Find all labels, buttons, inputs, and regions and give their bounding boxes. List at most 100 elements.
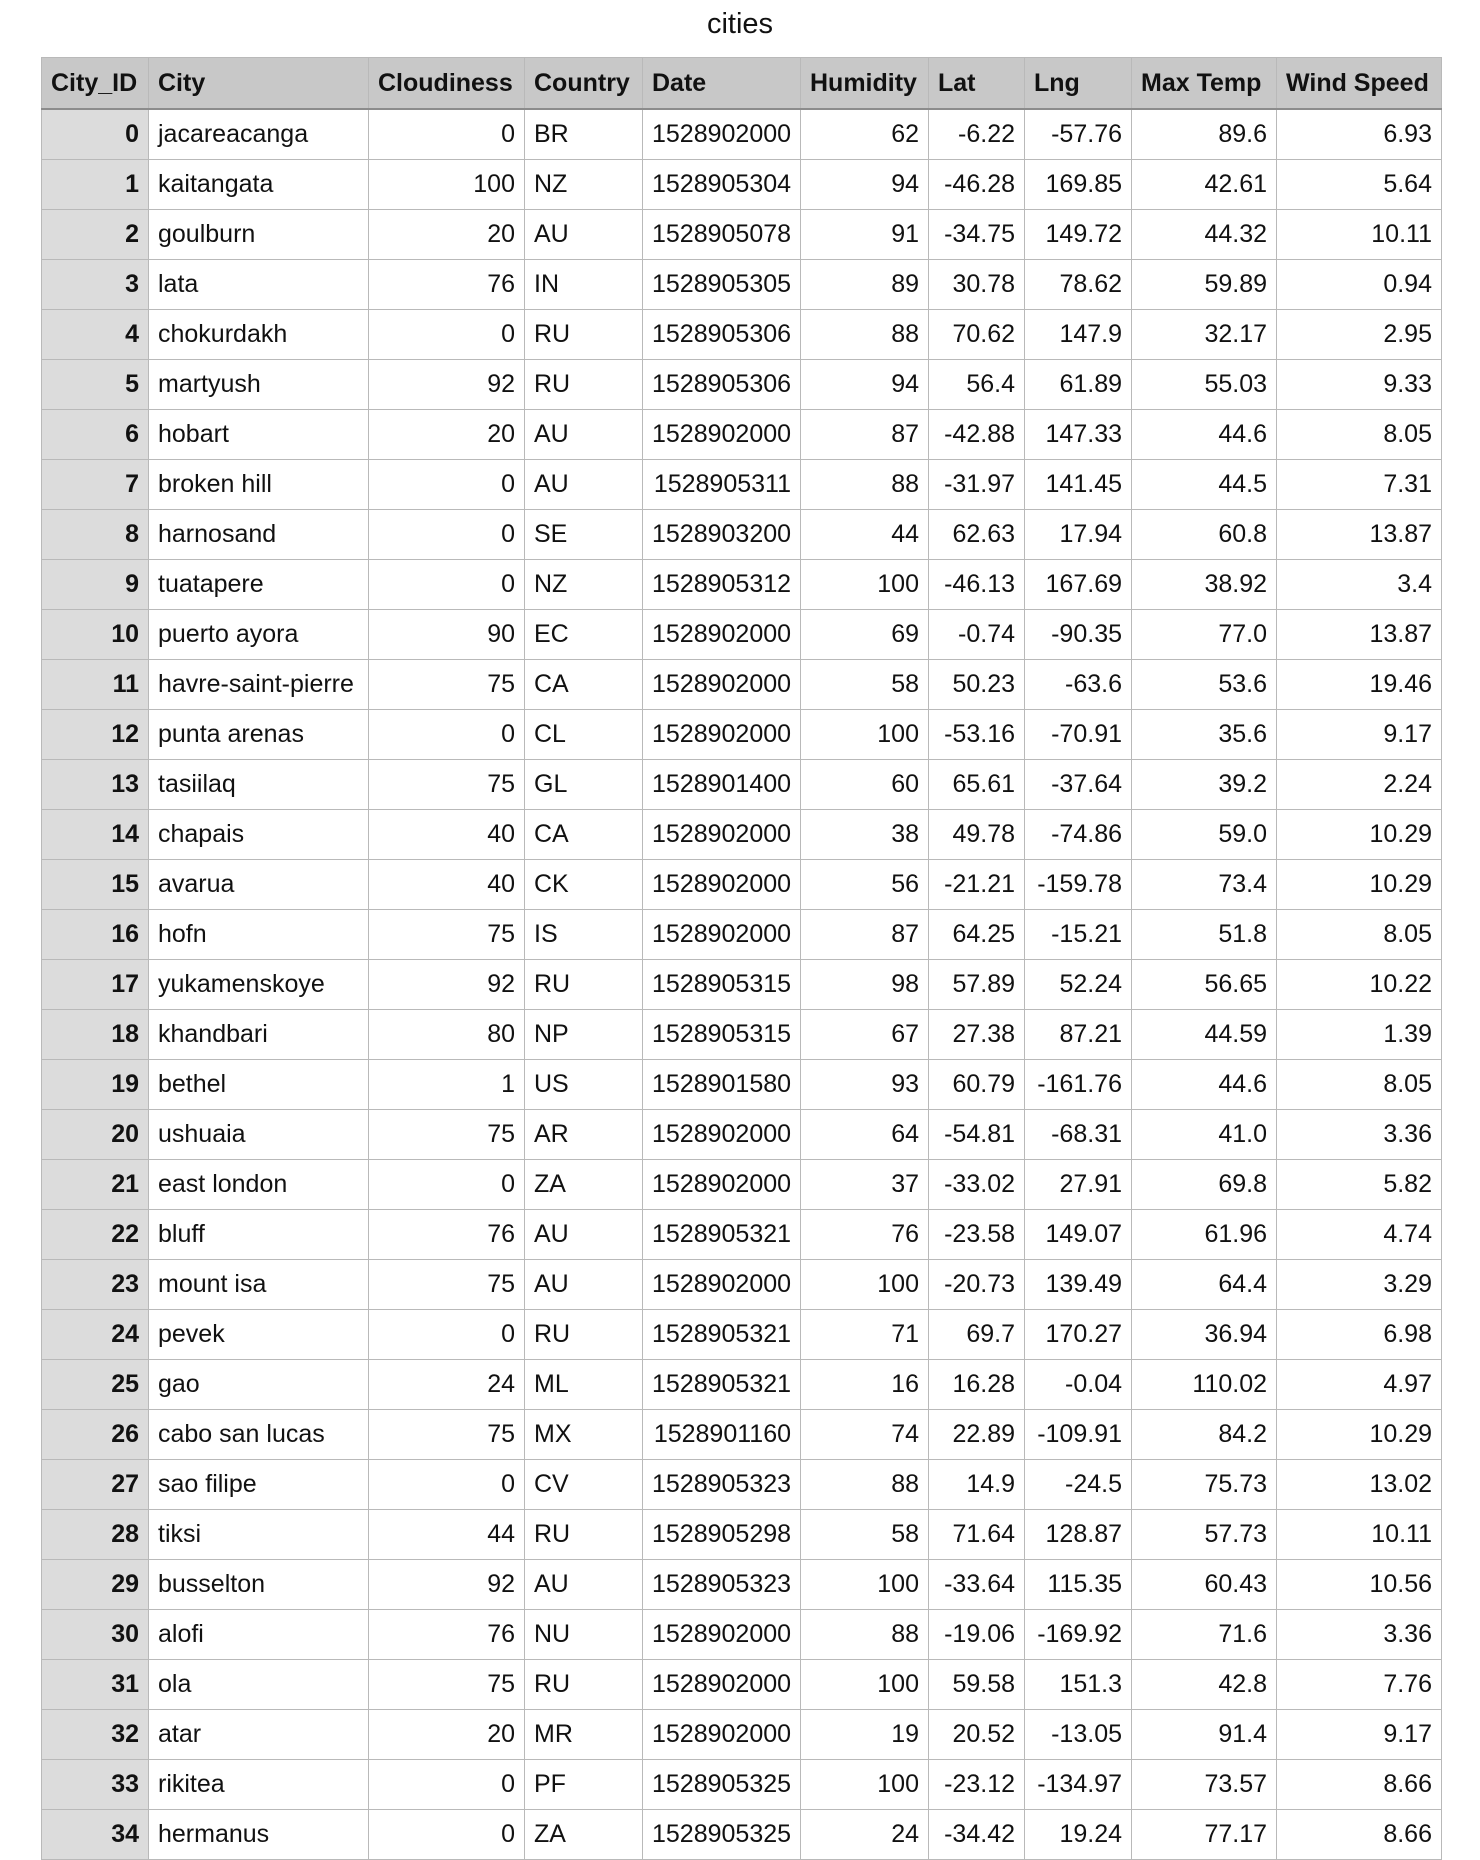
row-index-cell[interactable]: 12	[41, 709, 149, 760]
wind-speed-cell[interactable]: 8.05	[1276, 1059, 1442, 1110]
wind-speed-cell[interactable]: 13.87	[1276, 509, 1442, 560]
table-row[interactable]: 24 pevek 0 RU 1528905321 71 69.7 170.27 36.94 6.9…	[41, 1309, 1442, 1360]
date-cell[interactable]: 1528902000	[642, 409, 801, 460]
date-cell[interactable]: 1528905315	[642, 1009, 801, 1060]
wind-speed-cell[interactable]: 3.29	[1276, 1259, 1442, 1310]
table-row[interactable]: 14 chapais 40 CA 1528902000 38 49.78 -74.86 59.0…	[41, 809, 1442, 860]
wind-speed-cell[interactable]: 10.22	[1276, 959, 1442, 1010]
city-cell[interactable]: harnosand	[148, 509, 369, 560]
max-temp-cell[interactable]: 110.02	[1131, 1359, 1277, 1410]
row-index-cell[interactable]: 4	[41, 309, 149, 360]
row-index-cell[interactable]: 10	[41, 609, 149, 660]
table-row[interactable]: 33 rikitea 0 PF 1528905325 100 -23.12 -134.97 73…	[41, 1759, 1442, 1810]
lat-cell[interactable]: -34.42	[928, 1809, 1025, 1860]
wind-speed-cell[interactable]: 3.36	[1276, 1109, 1442, 1160]
row-index-cell[interactable]: 34	[41, 1809, 149, 1860]
wind-speed-cell[interactable]: 10.11	[1276, 1509, 1442, 1560]
column-header-humidity[interactable]: Humidity	[800, 57, 929, 110]
table-row[interactable]: 21 east london 0 ZA 1528902000 37 -33.02 27.91 6…	[41, 1159, 1442, 1210]
lat-cell[interactable]: -31.97	[928, 459, 1025, 510]
wind-speed-cell[interactable]: 2.24	[1276, 759, 1442, 810]
humidity-cell[interactable]: 88	[800, 1609, 929, 1660]
table-row[interactable]: 32 atar 20 MR 1528902000 19 20.52 -13.05 91.4 9.1…	[41, 1709, 1442, 1760]
max-temp-cell[interactable]: 71.6	[1131, 1609, 1277, 1660]
max-temp-cell[interactable]: 73.4	[1131, 859, 1277, 910]
wind-speed-cell[interactable]: 6.93	[1276, 108, 1442, 160]
country-cell[interactable]: RU	[524, 1509, 643, 1560]
humidity-cell[interactable]: 69	[800, 609, 929, 660]
humidity-cell[interactable]: 62	[800, 108, 929, 160]
lng-cell[interactable]: -63.6	[1024, 659, 1132, 710]
date-cell[interactable]: 1528905306	[642, 309, 801, 360]
date-cell[interactable]: 1528905321	[642, 1309, 801, 1360]
country-cell[interactable]: IS	[524, 909, 643, 960]
max-temp-cell[interactable]: 38.92	[1131, 559, 1277, 610]
lat-cell[interactable]: 30.78	[928, 259, 1025, 310]
country-cell[interactable]: CL	[524, 709, 643, 760]
row-index-cell[interactable]: 24	[41, 1309, 149, 1360]
lat-cell[interactable]: -20.73	[928, 1259, 1025, 1310]
row-index-cell[interactable]: 32	[41, 1709, 149, 1760]
table-row[interactable]: 16 hofn 75 IS 1528902000 87 64.25 -15.21 51.8 8.0…	[41, 909, 1442, 960]
cloudiness-cell[interactable]: 40	[368, 809, 525, 860]
wind-speed-cell[interactable]: 13.02	[1276, 1459, 1442, 1510]
humidity-cell[interactable]: 98	[800, 959, 929, 1010]
city-cell[interactable]: cabo san lucas	[148, 1409, 369, 1460]
cloudiness-cell[interactable]: 92	[368, 959, 525, 1010]
column-header-lng[interactable]: Lng	[1024, 57, 1132, 110]
cloudiness-cell[interactable]: 44	[368, 1509, 525, 1560]
lat-cell[interactable]: -53.16	[928, 709, 1025, 760]
lng-cell[interactable]: 19.24	[1024, 1809, 1132, 1860]
country-cell[interactable]: AU	[524, 1259, 643, 1310]
country-cell[interactable]: GL	[524, 759, 643, 810]
cloudiness-cell[interactable]: 0	[368, 459, 525, 510]
city-cell[interactable]: hofn	[148, 909, 369, 960]
max-temp-cell[interactable]: 41.0	[1131, 1109, 1277, 1160]
table-row[interactable]: 31 ola 75 RU 1528902000 100 59.58 151.3 42.8 7.76	[41, 1659, 1442, 1710]
wind-speed-cell[interactable]: 9.33	[1276, 359, 1442, 410]
wind-speed-cell[interactable]: 4.74	[1276, 1209, 1442, 1260]
country-cell[interactable]: IN	[524, 259, 643, 310]
country-cell[interactable]: AR	[524, 1109, 643, 1160]
date-cell[interactable]: 1528905304	[642, 159, 801, 210]
humidity-cell[interactable]: 93	[800, 1059, 929, 1110]
humidity-cell[interactable]: 91	[800, 209, 929, 260]
lat-cell[interactable]: 60.79	[928, 1059, 1025, 1110]
date-cell[interactable]: 1528905325	[642, 1759, 801, 1810]
lng-cell[interactable]: 141.45	[1024, 459, 1132, 510]
row-index-cell[interactable]: 27	[41, 1459, 149, 1510]
table-row[interactable]: 3 lata 76 IN 1528905305 89 30.78 78.62 59.89 0.94	[41, 259, 1442, 310]
country-cell[interactable]: ML	[524, 1359, 643, 1410]
row-index-cell[interactable]: 13	[41, 759, 149, 810]
max-temp-cell[interactable]: 59.89	[1131, 259, 1277, 310]
wind-speed-cell[interactable]: 10.29	[1276, 859, 1442, 910]
lat-cell[interactable]: 14.9	[928, 1459, 1025, 1510]
row-index-cell[interactable]: 5	[41, 359, 149, 410]
table-row[interactable]: 5 martyush 92 RU 1528905306 94 56.4 61.89 55.03 9…	[41, 359, 1442, 410]
city-cell[interactable]: puerto ayora	[148, 609, 369, 660]
humidity-cell[interactable]: 87	[800, 409, 929, 460]
country-cell[interactable]: ZA	[524, 1159, 643, 1210]
date-cell[interactable]: 1528905315	[642, 959, 801, 1010]
cloudiness-cell[interactable]: 40	[368, 859, 525, 910]
wind-speed-cell[interactable]: 10.29	[1276, 1409, 1442, 1460]
city-cell[interactable]: pevek	[148, 1309, 369, 1360]
max-temp-cell[interactable]: 77.17	[1131, 1809, 1277, 1860]
cloudiness-cell[interactable]: 0	[368, 108, 525, 160]
date-cell[interactable]: 1528903200	[642, 509, 801, 560]
cloudiness-cell[interactable]: 0	[368, 1809, 525, 1860]
date-cell[interactable]: 1528902000	[642, 609, 801, 660]
country-cell[interactable]: AU	[524, 409, 643, 460]
city-cell[interactable]: avarua	[148, 859, 369, 910]
lat-cell[interactable]: 20.52	[928, 1709, 1025, 1760]
country-cell[interactable]: NZ	[524, 559, 643, 610]
humidity-cell[interactable]: 76	[800, 1209, 929, 1260]
date-cell[interactable]: 1528901400	[642, 759, 801, 810]
max-temp-cell[interactable]: 55.03	[1131, 359, 1277, 410]
table-row[interactable]: 7 broken hill 0 AU 1528905311 88 -31.97 141.45 4…	[41, 459, 1442, 510]
city-cell[interactable]: yukamenskoye	[148, 959, 369, 1010]
table-row[interactable]: 26 cabo san lucas 75 MX 1528901160 74 22.89 -10…	[41, 1409, 1442, 1460]
cloudiness-cell[interactable]: 0	[368, 1309, 525, 1360]
lng-cell[interactable]: -24.5	[1024, 1459, 1132, 1510]
cloudiness-cell[interactable]: 0	[368, 309, 525, 360]
